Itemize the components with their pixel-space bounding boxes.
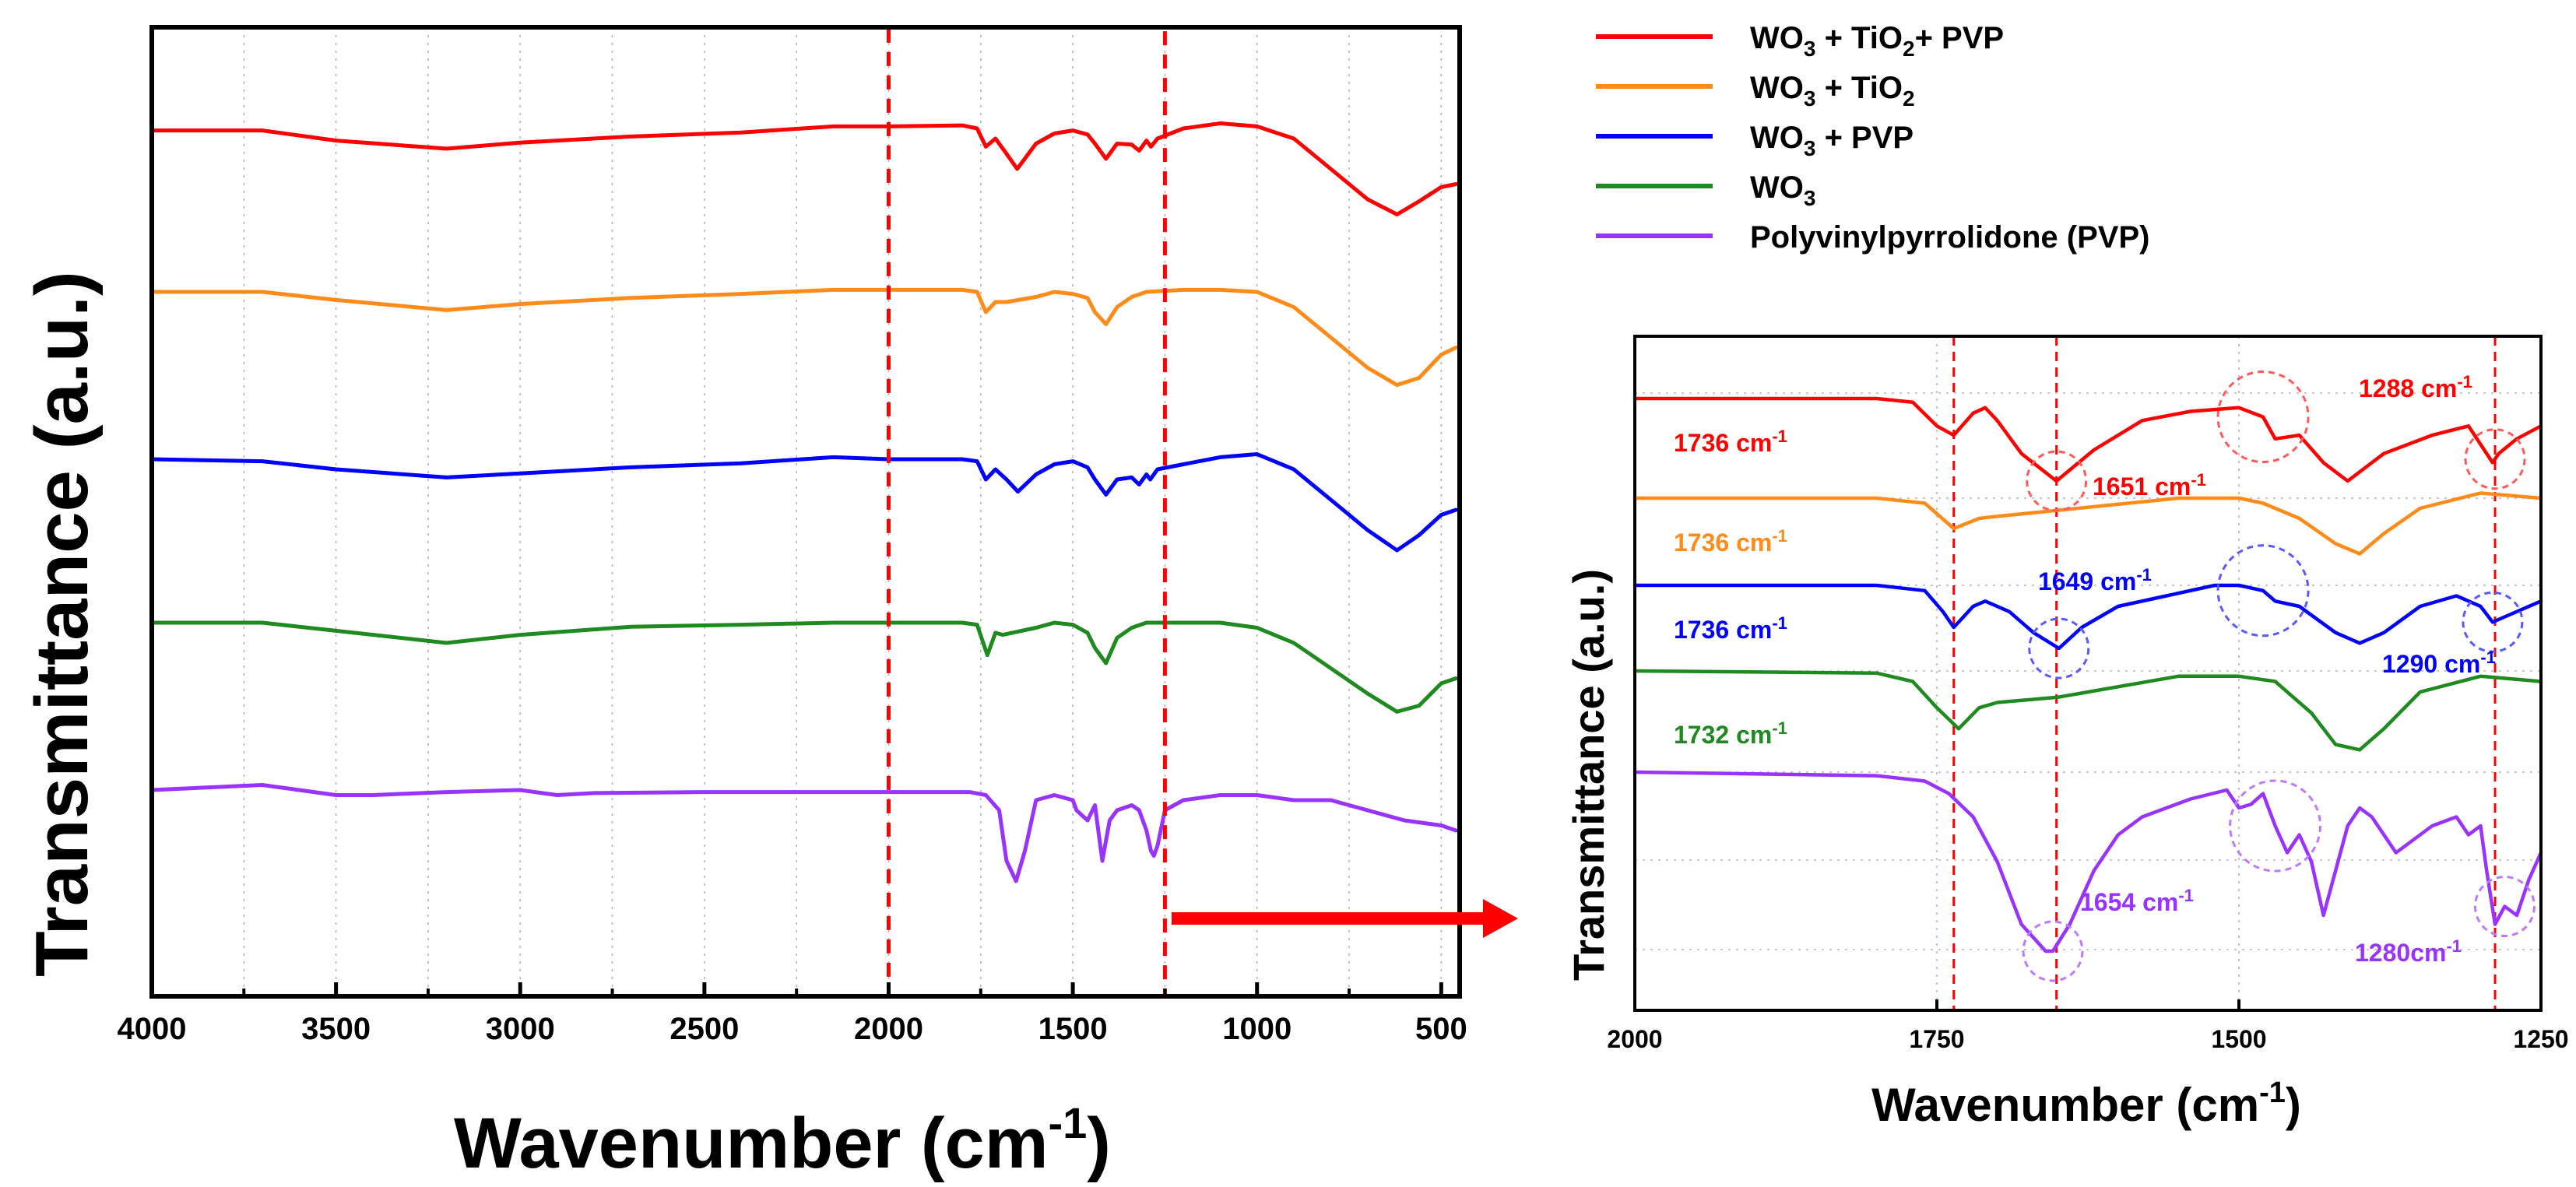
main-x-ticks: 4000 3500 3000 2500 2000 1500 1000 500	[118, 982, 1467, 1046]
inset-band-circle-wo3-tio2-pvp-1651	[2026, 450, 2088, 512]
annotation-1736-wo3-tio2: 1736 cm-1	[1674, 526, 1787, 557]
annotation-1654-pvp: 1654 cm-1	[2080, 886, 2194, 916]
inset-annotations: 1736 cm-1 1651 cm-1 1288 cm-1 1736 cm-1 …	[1674, 372, 2496, 967]
inset-band-circle-wo3-pvp-1290	[2462, 591, 2524, 653]
main-series-wo3-tio2	[149, 287, 1458, 388]
inset-series-wo3-tio2-pvp	[1632, 396, 2543, 483]
annotation-1651-ternary: 1651 cm-1	[2093, 470, 2206, 500]
annotation-1280-pvp: 1280cm-1	[2355, 936, 2462, 967]
annotation-1736-wo3-pvp: 1736 cm-1	[1674, 613, 1787, 644]
inset-x-ticks: 2000 1750 1500 1250	[1607, 999, 2569, 1053]
main-series-wo3-tio2-pvp	[149, 121, 1458, 216]
legend-label-0: WO3 + TiO2+ PVP	[1750, 21, 2004, 61]
inset-series-group	[1632, 396, 2543, 953]
inset-tick-label-1250: 1250	[2513, 1025, 2568, 1053]
main-chart: 4000 3500 3000 2500 2000 1500 1000 500 Transmit…	[20, 25, 1518, 1183]
inset-series-polyvinylpyrrolidone-pvp	[1632, 770, 2543, 953]
inset-band-circles	[2022, 370, 2536, 982]
inset-tick-label-1750: 1750	[1909, 1025, 1964, 1053]
main-tick-label-3000: 3000	[486, 1012, 555, 1046]
annotation-1290-wo3-pvp: 1290 cm-1	[2382, 648, 2496, 678]
main-tick-label-3500: 3500	[301, 1012, 371, 1046]
inset-series-wo3	[1632, 669, 2543, 752]
main-plot-frame	[149, 25, 1462, 999]
main-x-axis-label: Wavenumber (cm-1)	[454, 1098, 1111, 1183]
legend: WO3 + TiO2+ PVP WO3 + TiO2 WO3 + PVP WO3 Pol…	[1596, 21, 2149, 255]
legend-label-1: WO3 + TiO2	[1750, 71, 1915, 111]
main-y-axis-label: Transmittance (a.u.)	[20, 271, 104, 977]
inset-band-circle-polyvinylpyrrolidone-pvp-1470	[2229, 779, 2322, 873]
main-tick-label-1500: 1500	[1038, 1012, 1108, 1046]
inset-band-circle-wo3-pvp-1480	[2216, 544, 2310, 637]
inset-reference-lines	[1952, 336, 2497, 1010]
annotation-1732-wo3: 1732 cm-1	[1674, 718, 1787, 749]
main-series-wo3-pvp	[149, 452, 1458, 553]
main-series-wo3	[149, 620, 1458, 714]
main-tick-label-1000: 1000	[1222, 1012, 1292, 1046]
zoom-arrow-head	[1483, 899, 1518, 938]
inset-tick-label-1500: 1500	[2211, 1025, 2266, 1053]
inset-tick-label-2000: 2000	[1607, 1025, 1662, 1053]
main-tick-label-4000: 4000	[118, 1012, 187, 1046]
annotation-1736-ternary: 1736 cm-1	[1674, 427, 1787, 457]
inset-band-circle-wo3-tio2-pvp-1288	[2464, 428, 2526, 490]
inset-x-axis-label: Wavenumber (cm-1)	[1871, 1076, 2301, 1131]
annotation-1288-ternary: 1288 cm-1	[2359, 372, 2472, 402]
inset-band-circle-polyvinylpyrrolidone-pvp-1280	[2473, 876, 2536, 937]
main-tick-label-500: 500	[1415, 1012, 1467, 1046]
inset-series-wo3-pvp	[1632, 583, 2543, 651]
inset-band-circle-polyvinylpyrrolidone-pvp-1654	[2022, 920, 2084, 982]
main-grid	[151, 27, 1443, 996]
main-tick-label-2500: 2500	[669, 1012, 739, 1046]
inset-chart: 2000 1750 1500 1250 Transmittance (a.u.) Wa…	[1564, 335, 2569, 1131]
main-series-polyvinylpyrrolidone-pvp	[149, 783, 1458, 883]
main-series-group	[149, 121, 1458, 883]
inset-band-circle-wo3-tio2-pvp-1480	[2216, 370, 2310, 464]
legend-label-4: Polyvinylpyrrolidone (PVP)	[1750, 220, 2149, 255]
inset-y-axis-label: Transmittance (a.u.)	[1564, 569, 1613, 981]
inset-grid	[1635, 336, 2542, 1010]
main-tick-label-2000: 2000	[854, 1012, 923, 1046]
inset-band-circle-wo3-pvp-1649	[2028, 617, 2090, 680]
legend-label-2: WO3 + PVP	[1750, 121, 1914, 160]
inset-series-wo3-tio2	[1632, 491, 2543, 556]
legend-label-3: WO3	[1750, 170, 1815, 210]
annotation-1649-wo3-pvp: 1649 cm-1	[2038, 565, 2152, 595]
inset-plot-frame	[1633, 335, 2543, 1012]
